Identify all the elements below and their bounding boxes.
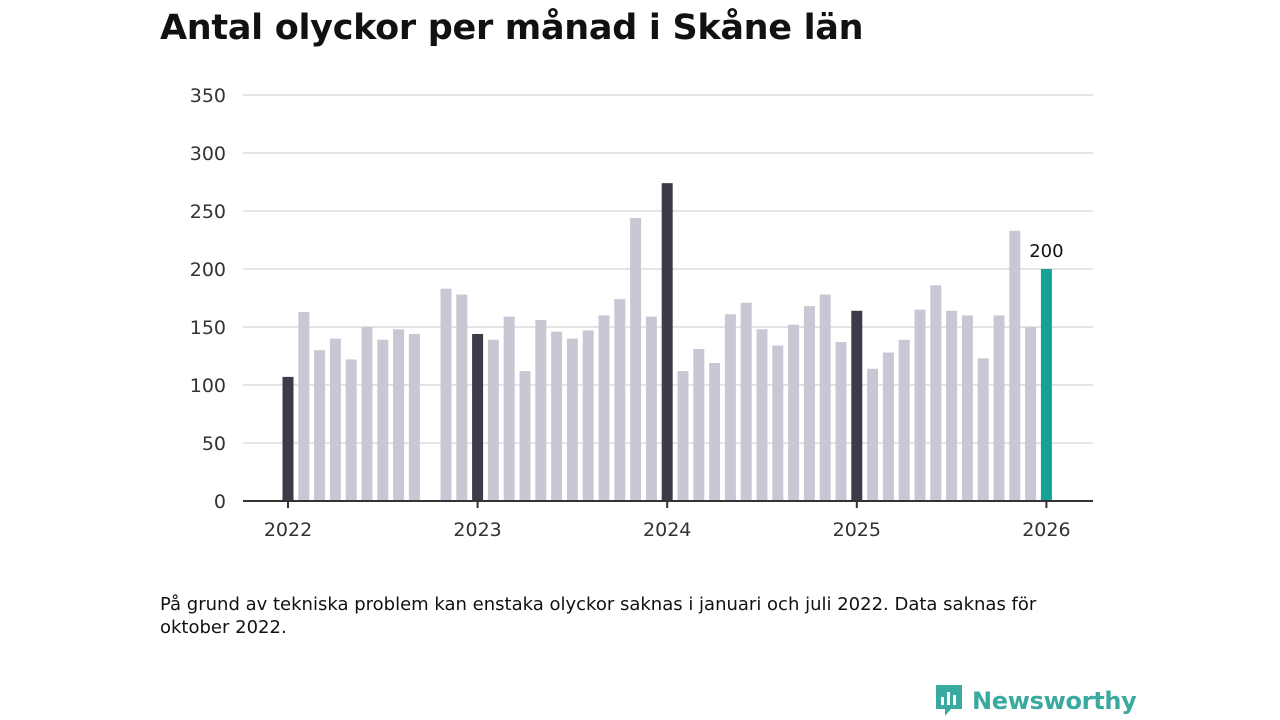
bar[interactable] [598,315,610,501]
x-tick-label: 2025 [833,519,881,541]
bar[interactable] [551,331,563,501]
bar[interactable] [535,320,547,501]
bar[interactable] [709,362,721,501]
bar[interactable] [788,324,800,501]
bar[interactable] [914,309,926,501]
annotations: 200 [1029,241,1063,262]
y-tick-label: 250 [190,201,226,223]
y-tick-label: 50 [202,433,226,455]
bar[interactable] [329,338,341,501]
chart-title: Antal olyckor per månad i Skåne län [160,8,864,48]
bar[interactable] [519,371,531,501]
bar[interactable] [867,368,879,501]
bars [282,183,1052,501]
brand-logo[interactable]: Newsworthy [934,683,1137,719]
bar[interactable] [882,352,894,501]
bar[interactable] [961,315,973,501]
bar[interactable] [582,330,594,501]
footnote: På grund av tekniska problem kan enstaka… [160,594,1037,638]
bar[interactable] [835,342,847,501]
bar[interactable] [724,314,736,501]
bar[interactable] [361,327,373,501]
x-tick-label: 2022 [264,519,312,541]
bar[interactable] [1025,327,1037,501]
bar[interactable] [314,350,326,501]
bar[interactable] [993,315,1005,501]
y-tick-label: 350 [190,85,226,107]
bar[interactable] [819,294,831,501]
bar[interactable] [977,358,989,501]
bar[interactable] [298,311,310,501]
bar[interactable] [503,316,515,501]
bar[interactable] [661,183,673,501]
bar[interactable] [377,339,389,501]
bar[interactable] [1009,230,1021,501]
bar[interactable] [393,329,405,501]
bar[interactable] [456,294,468,501]
y-axis-labels: 0 50 100 150 200 250 300 350 [190,85,226,513]
y-tick-label: 200 [190,259,226,281]
bar[interactable] [693,349,705,501]
bar-value-label: 200 [1029,241,1063,262]
x-tick-label: 2023 [453,519,501,541]
bar[interactable] [630,217,642,501]
bar[interactable] [740,302,752,501]
bar[interactable] [440,288,452,501]
bar[interactable] [677,371,689,501]
bar[interactable] [851,310,863,501]
newsworthy-logo-icon [936,685,962,716]
bar[interactable] [487,339,499,501]
bar[interactable] [1040,269,1052,501]
bar[interactable] [472,333,484,501]
bar[interactable] [566,338,578,501]
x-tick-label: 2026 [1022,519,1070,541]
bar[interactable] [645,316,657,501]
x-axis: 2022 2023 2024 2025 2026 [243,500,1093,541]
bar[interactable] [930,285,942,501]
bar[interactable] [614,299,626,501]
bar[interactable] [282,376,294,501]
y-tick-label: 300 [190,143,226,165]
bar[interactable] [946,310,958,501]
bar[interactable] [756,329,768,501]
bar[interactable] [772,345,784,501]
brand-name: Newsworthy [972,687,1137,715]
y-tick-label: 0 [214,491,226,513]
x-tick-label: 2024 [643,519,691,541]
bar[interactable] [408,333,420,501]
y-tick-label: 100 [190,375,226,397]
bar[interactable] [345,359,357,501]
bar[interactable] [898,339,910,501]
bar[interactable] [803,306,815,501]
y-tick-label: 150 [190,317,226,339]
